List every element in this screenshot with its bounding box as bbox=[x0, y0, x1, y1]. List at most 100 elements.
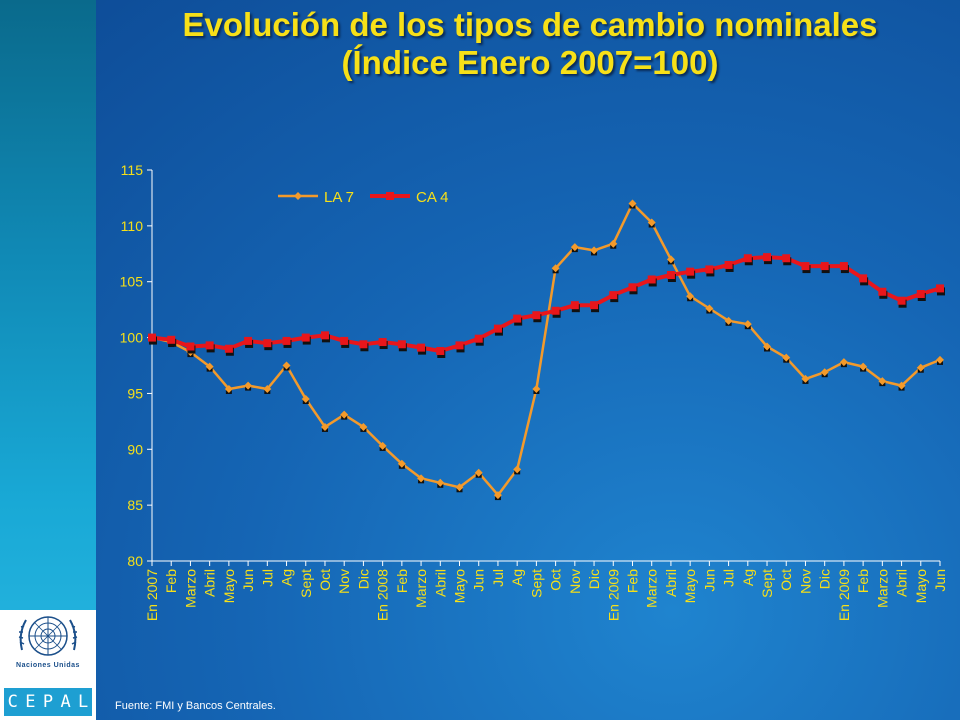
data-point bbox=[397, 340, 406, 349]
data-point bbox=[282, 336, 291, 345]
y-tick-label: 115 bbox=[121, 162, 144, 178]
data-point bbox=[301, 395, 310, 404]
data-point bbox=[782, 353, 791, 362]
data-point bbox=[609, 291, 618, 300]
x-tick-label: Marzo bbox=[644, 569, 660, 608]
data-point bbox=[359, 340, 368, 349]
data-point bbox=[839, 358, 848, 367]
data-point bbox=[897, 296, 906, 305]
x-tick-label: En 2008 bbox=[375, 569, 391, 621]
data-point bbox=[743, 320, 752, 329]
y-tick-label: 110 bbox=[121, 218, 144, 234]
x-tick-label: Abril bbox=[894, 569, 910, 597]
data-point bbox=[532, 384, 541, 393]
data-point bbox=[436, 346, 445, 355]
data-point bbox=[590, 246, 599, 255]
title-line-1: Evolución de los tipos de cambio nominal… bbox=[182, 6, 878, 43]
data-point bbox=[878, 287, 887, 296]
x-tick-label: Jun bbox=[932, 569, 948, 592]
data-point bbox=[513, 314, 522, 323]
x-tick-label: Abril bbox=[663, 569, 679, 597]
x-tick-label: Ag bbox=[279, 569, 295, 586]
data-point bbox=[570, 301, 579, 310]
data-point bbox=[570, 243, 579, 252]
x-tick-label: Mayo bbox=[221, 569, 237, 603]
data-point bbox=[244, 381, 253, 390]
data-point bbox=[705, 304, 714, 313]
data-point bbox=[340, 336, 349, 345]
x-tick-label: Abril bbox=[202, 569, 218, 597]
x-tick-label: Marzo bbox=[182, 569, 198, 608]
data-point bbox=[455, 341, 464, 350]
data-point bbox=[801, 262, 810, 271]
x-tick-label: Jun bbox=[471, 569, 487, 592]
x-tick-label: En 2007 bbox=[144, 569, 160, 621]
x-tick-label: Oct bbox=[317, 569, 333, 591]
data-point bbox=[609, 239, 618, 248]
data-point bbox=[936, 355, 944, 364]
data-point bbox=[397, 459, 406, 468]
data-point bbox=[474, 334, 483, 343]
y-tick-label: 95 bbox=[127, 385, 143, 401]
x-tick-label: Sept bbox=[528, 569, 544, 598]
data-point bbox=[647, 275, 656, 284]
data-point bbox=[167, 335, 176, 344]
x-tick-label: Sept bbox=[759, 569, 775, 598]
data-point bbox=[859, 362, 868, 371]
un-label: Naciones Unidas bbox=[16, 662, 80, 669]
data-point bbox=[801, 374, 810, 383]
data-point bbox=[859, 274, 868, 283]
data-point bbox=[820, 368, 829, 377]
x-tick-label: En 2009 bbox=[605, 569, 621, 621]
x-tick-label: Nov bbox=[567, 569, 583, 594]
data-point bbox=[532, 311, 541, 320]
data-point bbox=[224, 344, 233, 353]
y-tick-label: 80 bbox=[127, 553, 143, 569]
x-tick-label: Feb bbox=[855, 569, 871, 593]
source-note: Fuente: FMI y Bancos Centrales. bbox=[115, 700, 276, 712]
cepal-letter: C bbox=[7, 692, 18, 712]
legend-marker bbox=[294, 192, 302, 200]
data-point bbox=[724, 260, 733, 269]
cepal-letter: A bbox=[60, 692, 71, 712]
x-tick-label: Sept bbox=[298, 569, 314, 598]
x-tick-label: Dic bbox=[817, 569, 833, 589]
data-point bbox=[359, 422, 368, 431]
data-point bbox=[263, 384, 272, 393]
data-point bbox=[513, 465, 522, 474]
sidebar-band bbox=[0, 0, 96, 720]
legend-label: CA 4 bbox=[416, 189, 449, 206]
data-point bbox=[436, 478, 445, 487]
data-point bbox=[782, 254, 791, 263]
data-point bbox=[628, 283, 637, 292]
data-point bbox=[628, 199, 637, 208]
data-point bbox=[551, 306, 560, 315]
cepal-letter: P bbox=[42, 692, 54, 712]
x-tick-label: Oct bbox=[778, 569, 794, 591]
data-point bbox=[590, 301, 599, 310]
y-tick-label: 85 bbox=[127, 497, 143, 513]
data-point bbox=[763, 253, 772, 262]
x-tick-label: Mayo bbox=[452, 569, 468, 603]
x-tick-label: En 2009 bbox=[836, 569, 852, 621]
cepal-logo: C E P A L bbox=[4, 688, 92, 716]
x-tick-label: Nov bbox=[797, 569, 813, 594]
data-point bbox=[647, 218, 656, 227]
x-tick-label: Jul bbox=[259, 569, 275, 587]
data-point bbox=[705, 265, 714, 274]
x-tick-label: Dic bbox=[355, 569, 371, 589]
data-point bbox=[724, 316, 733, 325]
x-tick-label: Oct bbox=[548, 569, 564, 591]
data-point bbox=[378, 441, 387, 450]
x-tick-label: Ag bbox=[509, 569, 525, 586]
data-point bbox=[666, 255, 675, 264]
data-point bbox=[205, 341, 214, 350]
data-point bbox=[378, 338, 387, 347]
data-point bbox=[839, 262, 848, 271]
data-point bbox=[936, 284, 944, 293]
x-tick-label: Mayo bbox=[913, 569, 929, 603]
legend-marker bbox=[386, 192, 394, 200]
series-line bbox=[151, 202, 941, 497]
data-point bbox=[417, 474, 426, 483]
